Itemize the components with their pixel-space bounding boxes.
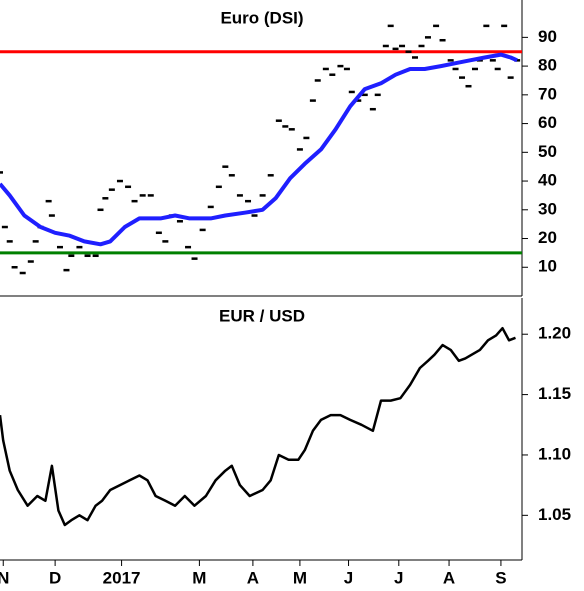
x-tick-label: N: [0, 568, 9, 587]
x-tick-label: D: [49, 568, 61, 587]
x-tick-label: A: [247, 568, 259, 587]
y-tick-label: 90: [538, 27, 557, 46]
x-tick-label: J: [394, 568, 403, 587]
y-tick-label: 80: [538, 56, 557, 75]
y-tick-label: 30: [538, 199, 557, 218]
chart-title: Euro (DSI): [220, 8, 303, 27]
x-tick-label: J: [344, 568, 353, 587]
data-line: [0, 52, 518, 247]
y-tick-label: 70: [538, 84, 557, 103]
x-tick-label: 2017: [103, 568, 141, 587]
y-tick-label: 1.15: [538, 384, 571, 403]
y-tick-label: 10: [538, 257, 557, 276]
data-line: [0, 326, 516, 527]
y-tick-label: 1.20: [538, 324, 571, 343]
y-tick-label: 50: [538, 142, 557, 161]
x-tick-label: M: [293, 568, 307, 587]
y-tick-label: 20: [538, 228, 557, 247]
chart-title: EUR / USD: [219, 306, 305, 325]
y-tick-label: 1.05: [538, 505, 571, 524]
x-tick-label: S: [495, 568, 506, 587]
y-tick-label: 60: [538, 113, 557, 132]
x-tick-label: A: [443, 568, 455, 587]
y-tick-label: 1.10: [538, 444, 571, 463]
x-tick-label: M: [192, 568, 206, 587]
y-tick-label: 40: [538, 171, 557, 190]
